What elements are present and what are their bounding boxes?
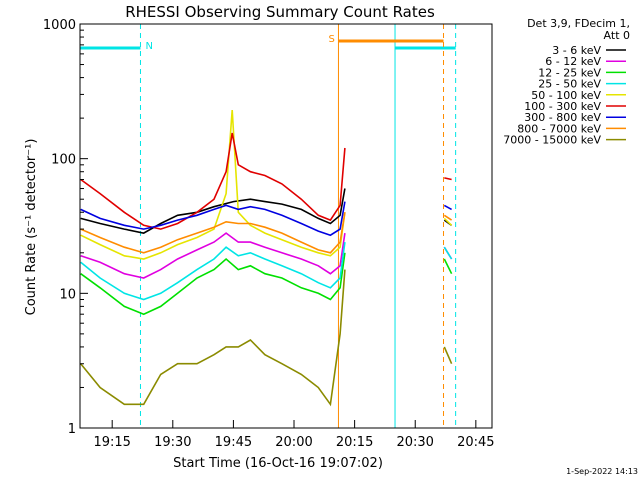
series-line <box>80 252 346 316</box>
y-axis-label: Count Rate (s⁻¹ detector⁻¹) <box>24 139 39 316</box>
legend-label: 800 - 7000 keV <box>517 122 601 135</box>
series-line <box>80 212 346 254</box>
x-tick-label: 19:15 <box>93 435 130 450</box>
x-tick-label: 20:15 <box>336 435 373 450</box>
series-line <box>443 258 453 275</box>
series-line <box>80 232 346 279</box>
attenuator-info: Att 0 <box>604 29 630 42</box>
series-line <box>80 201 346 237</box>
series-line <box>80 109 346 260</box>
series-line <box>80 188 346 234</box>
series-line <box>443 346 453 365</box>
footer-date: 1-Sep-2022 14:13 <box>566 467 638 476</box>
legend-label: 6 - 12 keV <box>545 55 601 68</box>
legend-label: 12 - 25 keV <box>538 66 601 79</box>
series-line <box>80 269 346 407</box>
x-tick-label: 20:30 <box>396 435 433 450</box>
flag-bars: NS <box>80 24 457 428</box>
y-tick-label: 100 <box>51 153 76 168</box>
x-tick-label: 19:45 <box>215 435 252 450</box>
series-line <box>443 204 452 211</box>
flag-label: N <box>145 41 152 52</box>
x-tick-label: 20:00 <box>275 435 312 450</box>
legend-label: 25 - 50 keV <box>538 78 601 91</box>
series-line <box>443 217 453 226</box>
x-axis-label: Start Time (16-Oct-16 19:07:02) <box>173 456 383 471</box>
series-line <box>443 246 453 260</box>
y-tick-label: 1000 <box>43 18 76 33</box>
series-line <box>80 241 346 301</box>
series-line <box>443 214 453 221</box>
data-series <box>80 109 453 407</box>
legend-label: 100 - 300 keV <box>524 100 601 113</box>
y-tick-label: 1 <box>68 422 76 437</box>
legend-label: 50 - 100 keV <box>531 89 601 102</box>
legend-label: 300 - 800 keV <box>524 111 601 124</box>
flag-label: S <box>328 34 334 45</box>
legend-label: 7000 - 15000 keV <box>503 134 601 147</box>
plot-frame <box>79 23 493 429</box>
series-line <box>80 132 346 230</box>
detector-info: Det 3,9, FDecim 1, <box>527 17 630 30</box>
x-tick-label: 19:30 <box>154 435 191 450</box>
legend-label: 3 - 6 keV <box>552 44 601 57</box>
axes: 19:15 19:30 19:45 20:00 20:15 20:30 20:45 1 10 10… <box>43 18 495 450</box>
y-tick-label: 10 <box>59 287 76 302</box>
chart-title: RHESSI Observing Summary Count Rates <box>125 3 435 21</box>
series-line <box>444 177 452 181</box>
x-tick-label: 20:45 <box>457 435 494 450</box>
